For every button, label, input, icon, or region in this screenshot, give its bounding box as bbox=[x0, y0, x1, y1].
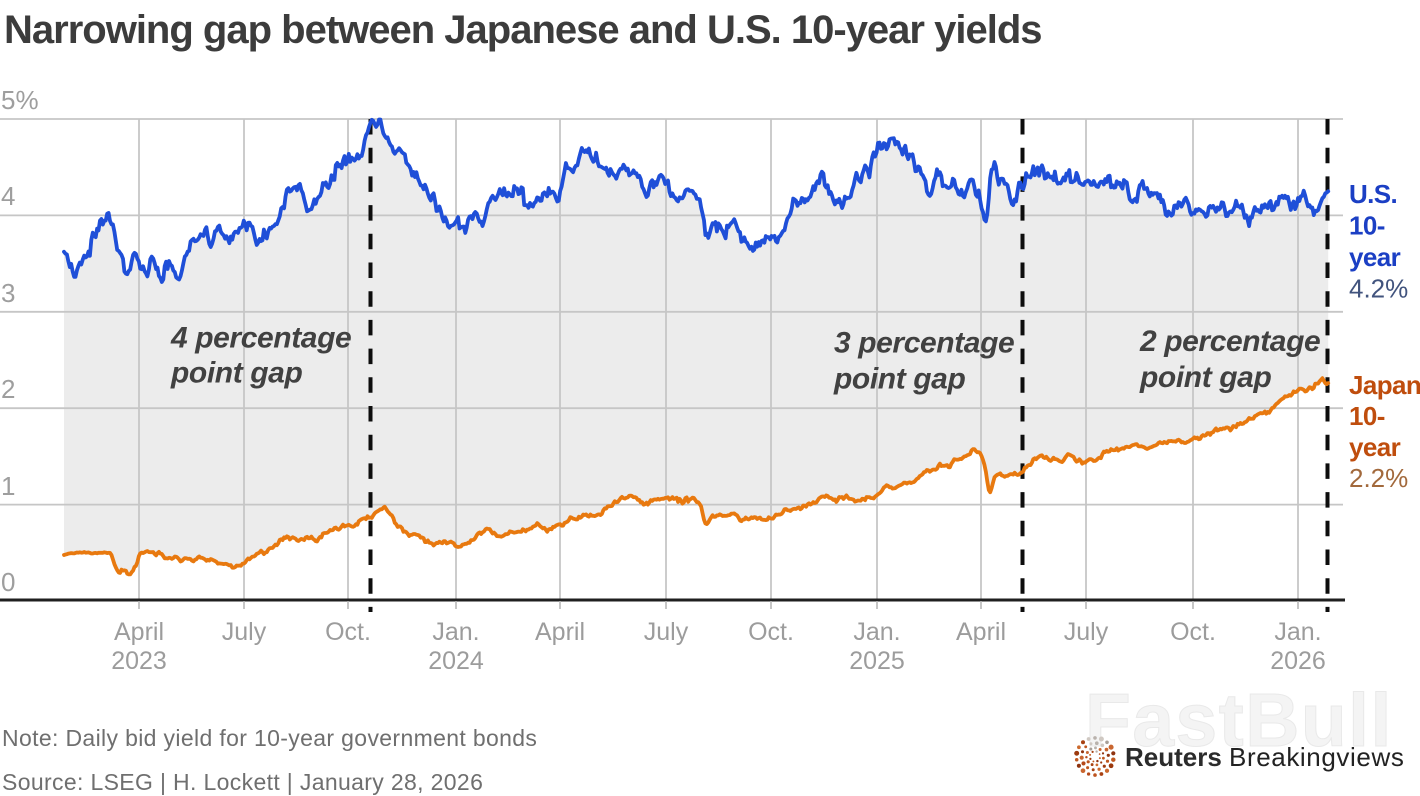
svg-text:Note: Daily bid yield for 10-y: Note: Daily bid yield for 10-year govern… bbox=[2, 725, 537, 751]
svg-text:10-: 10- bbox=[1349, 211, 1385, 241]
svg-text:point gap: point gap bbox=[1139, 361, 1271, 394]
svg-text:3: 3 bbox=[1, 278, 15, 308]
svg-text:U.S.: U.S. bbox=[1349, 179, 1397, 209]
svg-text:Narrowing gap between Japanese: Narrowing gap between Japanese and U.S. … bbox=[4, 8, 1042, 52]
svg-text:2024: 2024 bbox=[428, 647, 484, 675]
svg-text:July: July bbox=[222, 618, 267, 646]
svg-text:July: July bbox=[1064, 618, 1109, 646]
svg-text:4 percentage: 4 percentage bbox=[170, 322, 351, 355]
svg-text:April: April bbox=[114, 618, 164, 646]
svg-text:0: 0 bbox=[1, 567, 15, 597]
svg-text:1: 1 bbox=[1, 471, 15, 501]
svg-text:year: year bbox=[1349, 432, 1401, 462]
svg-text:April: April bbox=[535, 618, 585, 646]
svg-text:2: 2 bbox=[1, 374, 15, 404]
svg-text:2023: 2023 bbox=[111, 647, 167, 675]
svg-text:10-: 10- bbox=[1349, 401, 1385, 431]
svg-text:2025: 2025 bbox=[849, 647, 905, 675]
svg-text:3 percentage: 3 percentage bbox=[834, 327, 1014, 360]
svg-text:Jan.: Jan. bbox=[853, 618, 900, 646]
svg-text:2 percentage: 2 percentage bbox=[1139, 325, 1320, 358]
svg-text:point gap: point gap bbox=[170, 357, 302, 390]
svg-text:Jan.: Jan. bbox=[1274, 618, 1321, 646]
svg-text:Breakingviews: Breakingviews bbox=[1229, 742, 1404, 772]
svg-text:2026: 2026 bbox=[1270, 647, 1326, 675]
svg-text:FastBull: FastBull bbox=[1085, 678, 1393, 762]
svg-text:point gap: point gap bbox=[833, 363, 965, 396]
svg-text:4: 4 bbox=[1, 181, 15, 211]
svg-text:Jan.: Jan. bbox=[432, 618, 479, 646]
svg-text:July: July bbox=[644, 618, 689, 646]
svg-text:Source: LSEG | H. Lockett | Ja: Source: LSEG | H. Lockett | January 28, … bbox=[2, 769, 483, 795]
svg-text:Oct.: Oct. bbox=[325, 618, 371, 646]
svg-text:4.2%: 4.2% bbox=[1349, 274, 1408, 304]
svg-text:year: year bbox=[1349, 242, 1401, 272]
svg-text:Reuters: Reuters bbox=[1125, 742, 1222, 772]
svg-text:April: April bbox=[956, 618, 1006, 646]
svg-text:5%: 5% bbox=[1, 85, 39, 115]
svg-text:Oct.: Oct. bbox=[1170, 618, 1216, 646]
svg-text:2.2%: 2.2% bbox=[1349, 463, 1408, 493]
svg-text:Oct.: Oct. bbox=[748, 618, 794, 646]
svg-text:Japan: Japan bbox=[1349, 370, 1420, 400]
